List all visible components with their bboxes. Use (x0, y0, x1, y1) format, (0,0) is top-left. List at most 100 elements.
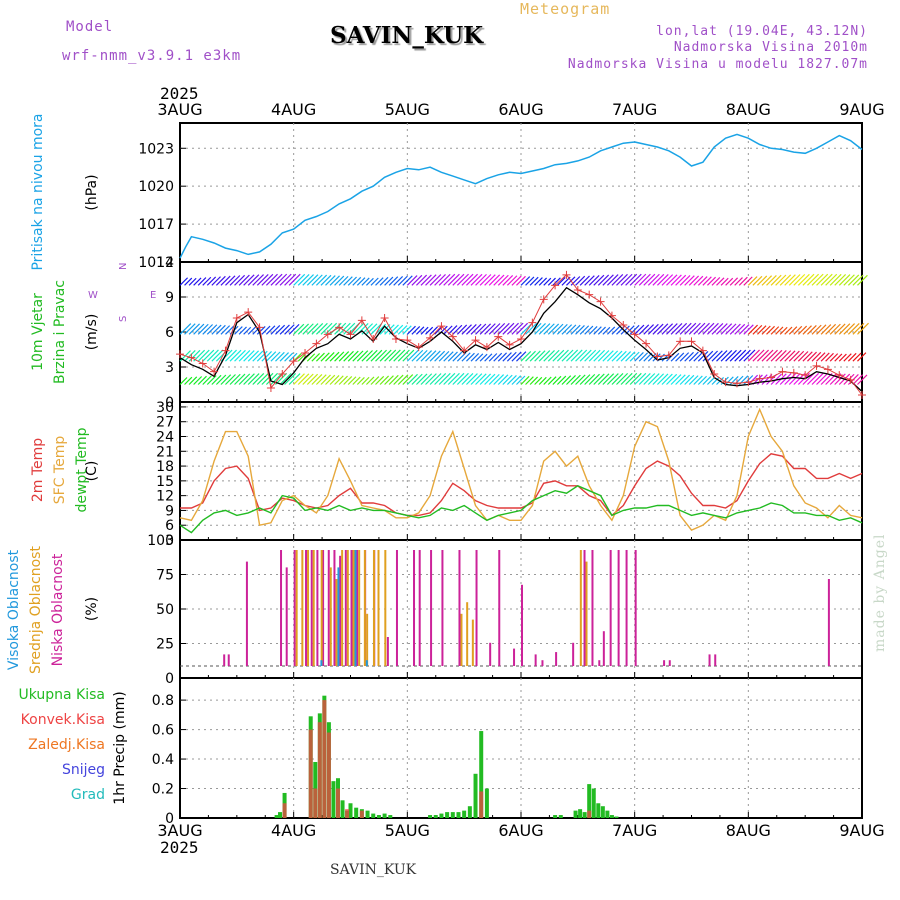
mid-cloud-bar (295, 550, 298, 666)
wind-barb (238, 349, 251, 362)
wind-barb (416, 274, 428, 286)
wind-barb (211, 276, 221, 286)
total-precip-bar (582, 812, 587, 818)
wind-barb (252, 350, 264, 362)
wind-barb (311, 352, 321, 362)
wind-barb (202, 375, 212, 385)
wind-barb (275, 273, 288, 286)
wind-barb (506, 275, 518, 286)
wind-ylabel-1: 10m Vjetar (30, 293, 46, 371)
wind-barb (320, 374, 331, 385)
wind-barb (670, 374, 682, 385)
wind-barb (393, 275, 404, 286)
wind-barb (247, 274, 260, 286)
year-top: 2025 (160, 84, 199, 103)
wind-barb (302, 323, 314, 335)
wind-barb (552, 349, 565, 362)
wind-barb (697, 322, 710, 335)
wind-gust-marker (176, 350, 184, 359)
wind-barb (688, 275, 700, 286)
wind-barb (215, 275, 226, 286)
wind-barb (543, 376, 552, 385)
wind-barb (588, 274, 600, 286)
conv-precip-bar (282, 803, 287, 818)
wind-barb (729, 277, 739, 286)
wind-gust-marker (244, 308, 253, 317)
wind-gust-marker (346, 330, 355, 339)
wind-barb (525, 350, 536, 362)
wind-barb (375, 277, 384, 286)
wind-barb (334, 375, 344, 385)
wind-barb (356, 376, 365, 385)
model-label: Model (66, 19, 114, 35)
wind-barb (825, 373, 837, 385)
wind-barb (656, 323, 669, 335)
wind-barb (211, 349, 224, 362)
wind-gust-marker (210, 367, 219, 376)
conv-precip-bar (479, 791, 484, 818)
temp-ylabel: SFC Temp (52, 436, 68, 505)
wind-barb (857, 274, 868, 286)
wind-barb (375, 375, 385, 385)
conv-precip-bar (322, 700, 327, 818)
wind-gust-marker (755, 374, 764, 383)
wind-gust-marker (585, 290, 594, 299)
wind-barb (279, 273, 292, 286)
wind-barb (711, 322, 724, 335)
wind-barb (811, 372, 824, 385)
wind-barb (556, 277, 566, 286)
wind-barb (788, 350, 800, 362)
wind-barb (579, 325, 590, 335)
wind-gust-marker (391, 335, 400, 343)
wind-barb (470, 353, 480, 362)
wind-barb (479, 373, 492, 385)
wind-barb (315, 274, 328, 286)
wind-barb (334, 351, 345, 362)
wind-barb (238, 373, 251, 385)
wind-barb (388, 349, 401, 362)
cloud-ylabel: Srednja Oblacnost (28, 546, 44, 674)
wind-barb (816, 352, 826, 362)
wind-barb (747, 324, 759, 335)
temp-dewpoint-line (179, 485, 863, 534)
x-label-bottom: 5AUG (385, 821, 430, 840)
wind-barb (370, 277, 379, 286)
wind-barb (315, 352, 325, 362)
wind-barb (447, 325, 458, 335)
wind-barb (752, 324, 763, 335)
wind-barb (543, 323, 555, 335)
mid-cloud-bar (346, 550, 349, 666)
wind-barb (188, 277, 197, 286)
wind-barb (847, 274, 860, 286)
wind-barb (256, 372, 269, 385)
wind-gust-marker (335, 323, 344, 332)
wind-barb (320, 274, 332, 286)
y-tick-label: 27 (156, 415, 174, 431)
low-cloud-bar (316, 550, 319, 666)
wind-barb (816, 324, 827, 335)
mid-cloud-bar (471, 619, 474, 666)
mid-cloud-bar (329, 567, 332, 666)
wind-barb (620, 372, 633, 385)
low-cloud-bar (602, 631, 605, 666)
wind-barb (629, 273, 642, 286)
wind-barb (747, 349, 760, 362)
mid-cloud-bar (585, 561, 588, 666)
wind-barb (284, 273, 297, 286)
wind-barb (693, 322, 706, 335)
wind-barb (770, 326, 780, 335)
wind-barb (261, 325, 271, 335)
wind-barb (634, 372, 647, 385)
wind-barb (197, 349, 210, 362)
year-bottom: 2025 (160, 838, 199, 857)
wind-barb (647, 373, 660, 385)
wind-barb (575, 275, 586, 286)
wind-gust-marker (858, 391, 866, 399)
y-tick-label: 0.6 (152, 723, 174, 739)
wind-barb (775, 326, 784, 335)
low-cloud-bar (827, 579, 830, 666)
cloud-ylabel: Visoka Oblacnost (6, 549, 22, 670)
wind-barb (579, 374, 591, 385)
wind-barb (284, 324, 295, 335)
wind-barb (475, 353, 484, 362)
